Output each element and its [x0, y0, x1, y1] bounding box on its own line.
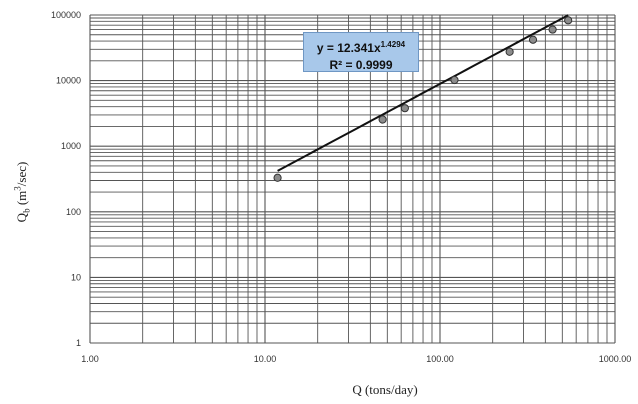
x-axis-label: Q (tons/day)	[352, 382, 418, 397]
y-tick-label: 100000	[51, 10, 81, 20]
trendline-equation: y = 12.341x1.4294	[316, 40, 406, 55]
x-tick-label: 1.00	[81, 354, 99, 364]
x-tick-label: 10.00	[254, 354, 277, 364]
data-point	[548, 25, 557, 34]
y-tick-label: 100	[66, 207, 81, 217]
axis-ticks: 1.00 10.00 100.00 1000.00 1 10 100 1000 10000 100…	[51, 10, 631, 364]
x-tick-label: 1000.00	[599, 354, 632, 364]
y-tick-label: 10	[71, 272, 81, 282]
y-tick-label: 1	[76, 338, 81, 348]
data-point	[564, 16, 573, 25]
data-series	[273, 16, 573, 182]
y-tick-label: 1000	[61, 141, 81, 151]
data-point	[505, 47, 514, 56]
trendline-path	[277, 14, 569, 172]
y-axis-label: Qb (m3/sec)	[12, 161, 32, 223]
y-tick-label: 10000	[56, 76, 81, 86]
data-point	[400, 104, 409, 113]
x-tick-label: 100.00	[426, 354, 454, 364]
data-point	[273, 173, 282, 182]
r-squared-label: R² = 0.9999	[329, 58, 393, 72]
trendline-equation-box: y = 12.341x1.4294 R² = 0.9999	[303, 32, 419, 72]
data-point	[528, 35, 538, 44]
data-point	[450, 75, 459, 85]
data-point	[378, 115, 387, 124]
trendline	[277, 14, 569, 172]
